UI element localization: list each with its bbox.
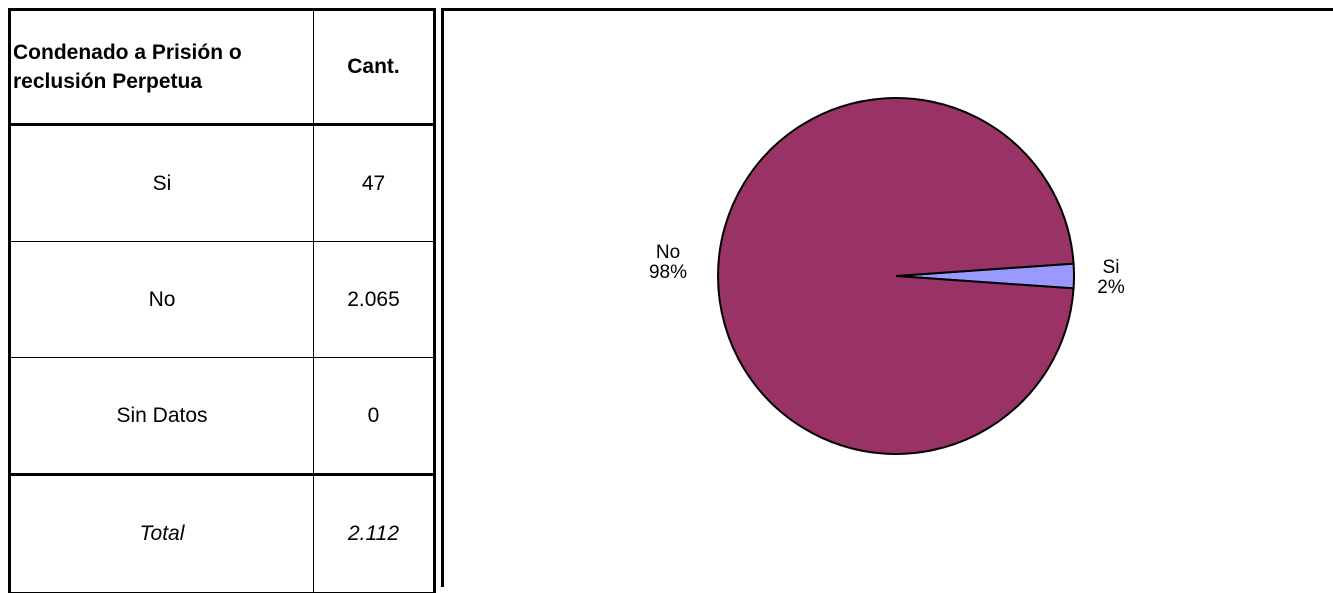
stats-table: Condenado a Prisión o reclusión Perpetua… <box>8 8 436 593</box>
table-total-row: Total 2.112 <box>8 473 436 593</box>
table-row: No 2.065 <box>8 241 436 358</box>
pie-label-si: Si 2% <box>1097 257 1125 298</box>
row-value: 0 <box>313 357 436 475</box>
row-label: Si <box>8 124 314 242</box>
table-row: Sin Datos 0 <box>8 357 436 475</box>
pie-label-no: No 98% <box>649 242 687 283</box>
total-value: 2.112 <box>313 473 436 593</box>
table-header-row: Condenado a Prisión o reclusión Perpetua… <box>8 8 436 126</box>
total-label: Total <box>8 473 314 593</box>
header-count: Cant. <box>313 8 436 126</box>
pie-chart: Si 2% No 98% <box>649 97 1125 455</box>
row-label: No <box>8 241 314 358</box>
chart-area: Si 2% No 98% <box>441 8 1333 587</box>
pie-slice-no <box>717 97 1075 455</box>
table-row: Si 47 <box>8 124 436 242</box>
header-category: Condenado a Prisión o reclusión Perpetua <box>8 8 314 126</box>
row-value: 47 <box>313 124 436 242</box>
row-label: Sin Datos <box>8 357 314 475</box>
row-value: 2.065 <box>313 241 436 358</box>
